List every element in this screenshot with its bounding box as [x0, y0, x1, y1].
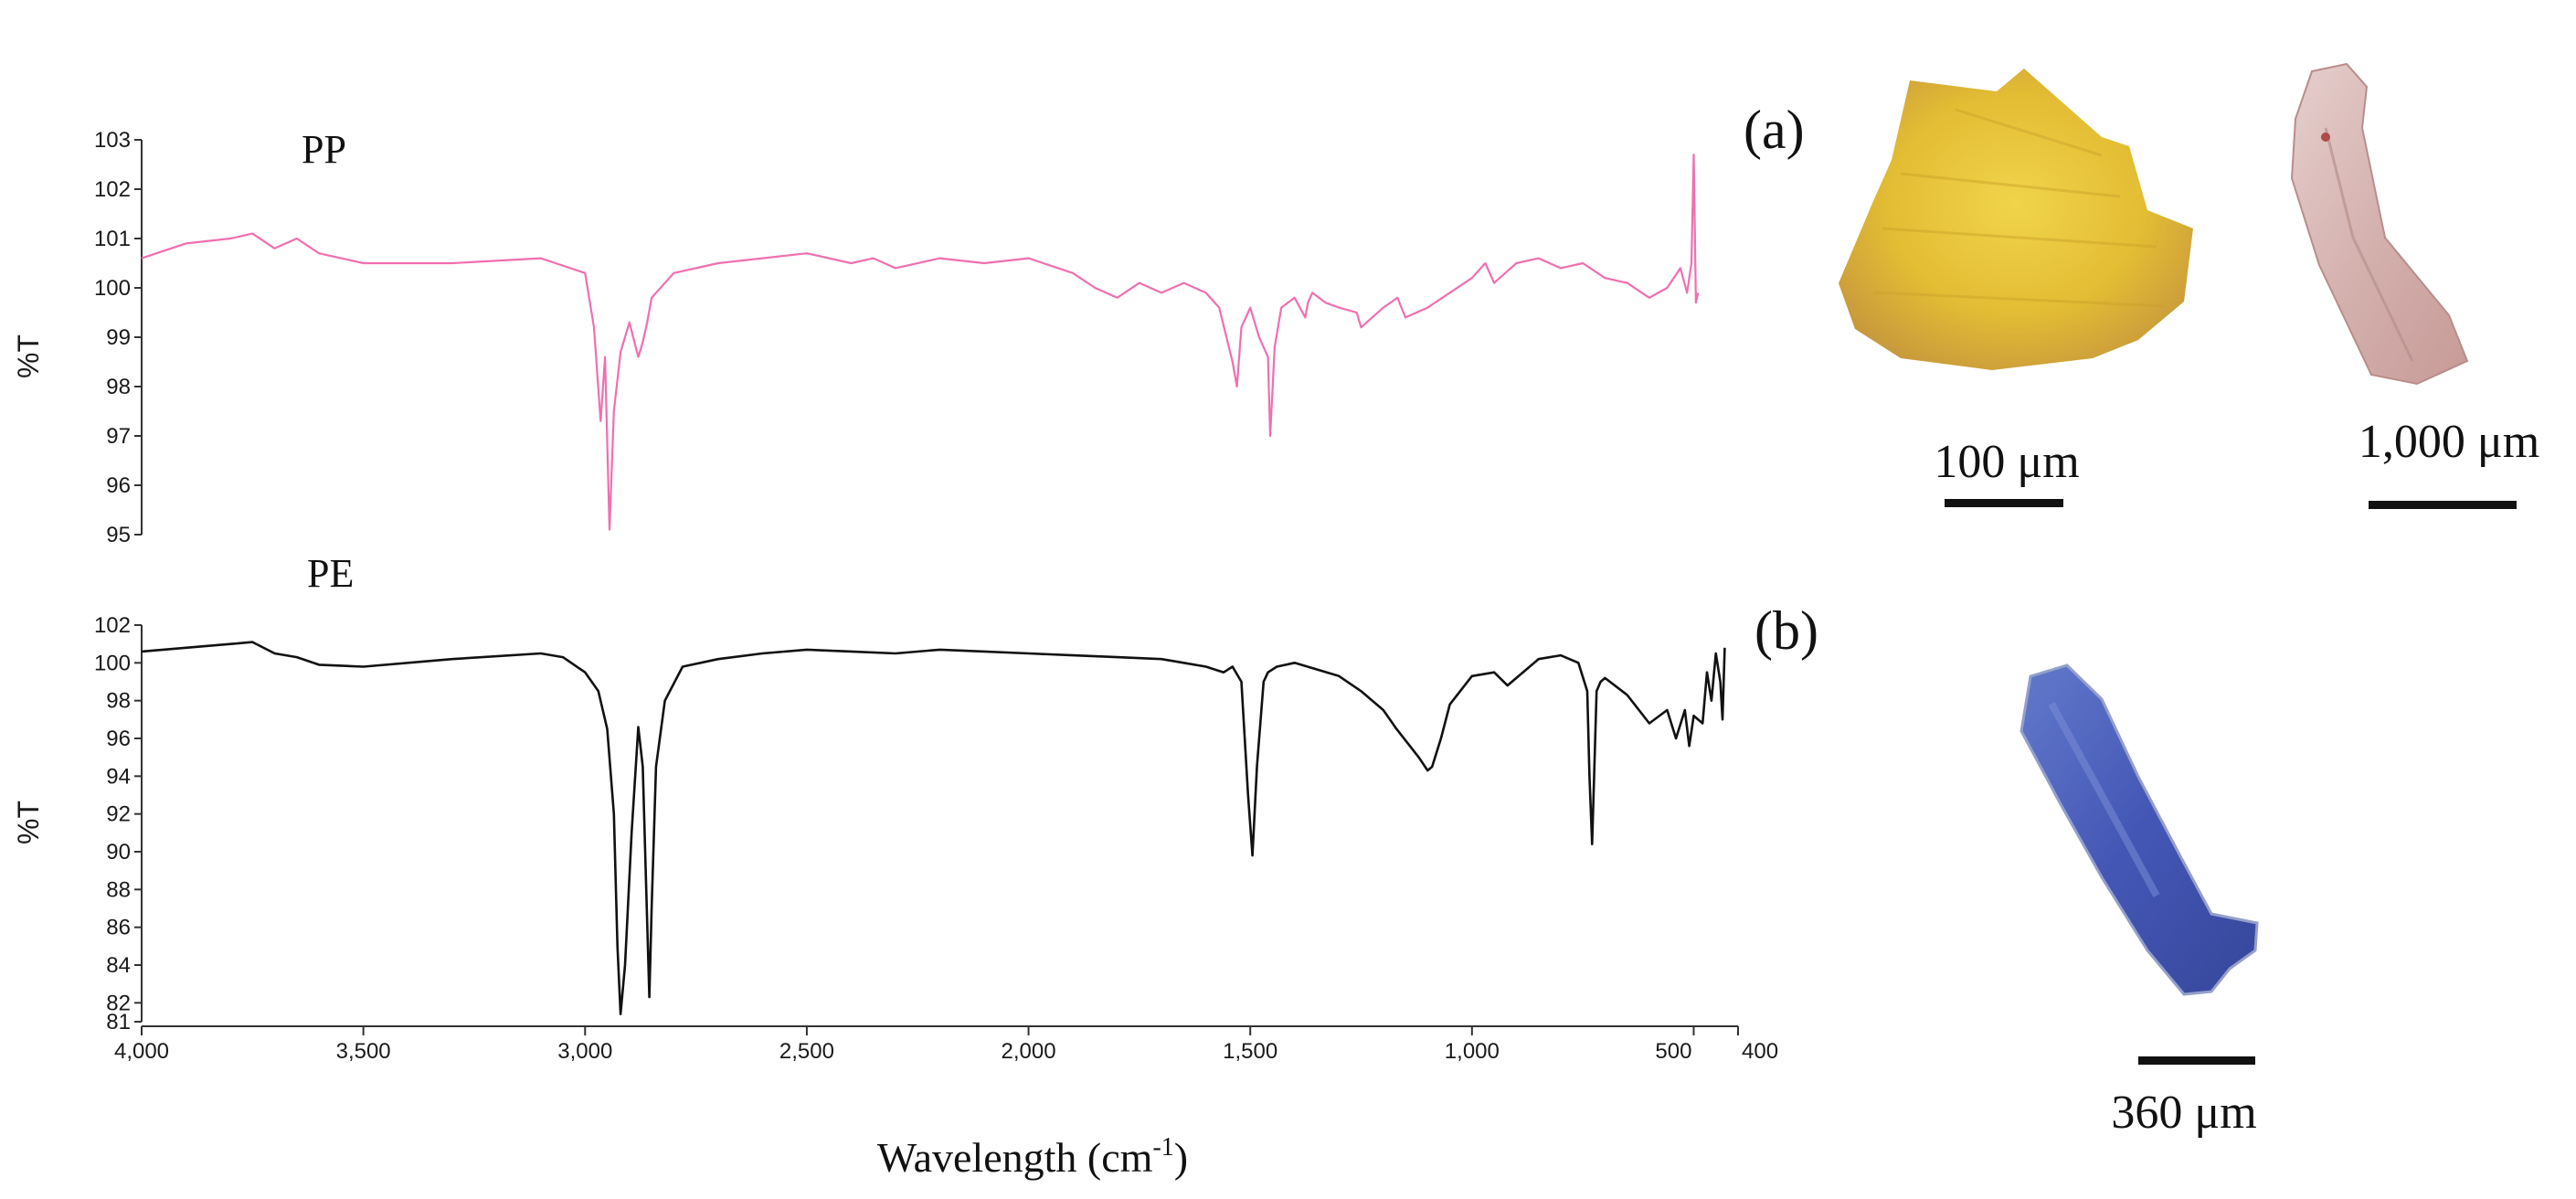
pe-y-tick-label: 92	[106, 802, 131, 827]
pe-y-tick-label: 82	[106, 991, 131, 1015]
pe-y-tick-label: 100	[94, 651, 131, 675]
pe-y-tick-label: 90	[106, 840, 131, 865]
pe-x-tick-label: 4,000	[114, 1039, 169, 1064]
pe-x-tick-label: 3,500	[336, 1039, 391, 1064]
pp-spectrum-title: PP	[302, 127, 346, 172]
pe-x-tick-label: 2,000	[1002, 1039, 1056, 1064]
x-axis-title-close: )	[1174, 1134, 1188, 1181]
pe-x-tick-label: 2,500	[779, 1039, 834, 1064]
pe-y-tick-label: 96	[106, 727, 131, 751]
pp-y-tick-label: 102	[94, 177, 131, 202]
pp-pink-fiber-shape	[2290, 62, 2469, 386]
pe-spectrum-title: PE	[307, 551, 354, 596]
pe-x-tick-label: 400	[1742, 1039, 1778, 1064]
pp-yellow-fragment-photo	[1839, 69, 2193, 370]
pp-yellow-fragment-texture	[1872, 108, 2167, 308]
pe-x-tick-label: 500	[1655, 1039, 1691, 1064]
x-axis-title: Wavelength (cm-1)	[877, 1133, 1188, 1181]
pp-y-tick-label: 100	[94, 276, 131, 301]
pe-y-axis-label: %T	[12, 801, 45, 844]
pp-y-tick-label: 103	[94, 128, 131, 153]
pp-y-axis-label: %T	[12, 334, 45, 378]
pp-y-ticks: 95 96 97 98 99 100 101 102 103	[94, 128, 143, 547]
pe-x-tick-label: 1,000	[1445, 1039, 1500, 1064]
pe-y-tick-label: 88	[106, 877, 131, 902]
pe-y-tick-label: 98	[106, 689, 131, 714]
x-axis-title-superscript: -1	[1152, 1133, 1173, 1162]
pe-y-tick-label: 81	[106, 1010, 131, 1035]
pp-spectrum-line	[141, 154, 1700, 531]
pp-yellow-fragment-shape	[1839, 69, 2193, 370]
pp-y-tick-label: 96	[106, 473, 131, 498]
pp-y-tick-label: 98	[106, 375, 131, 399]
pe-y-tick-label: 84	[106, 953, 131, 978]
pe-blue-fiber-highlight	[2048, 702, 2160, 897]
scale-label-pp-yellow: 100 μm	[1934, 436, 2079, 488]
pp-spectrum-panel: PP %T 95 96 97 98 99 100 101 102 103	[12, 127, 1700, 547]
x-axis-title-text: Wavelength (cm	[877, 1134, 1153, 1181]
pe-x-tick-label: 3,000	[557, 1039, 612, 1064]
pe-x-tick-label: 1,500	[1223, 1039, 1277, 1064]
pe-spectrum-line	[141, 641, 1726, 1015]
pp-y-tick-label: 97	[106, 424, 131, 449]
scale-bar-pp-yellow	[1945, 499, 2063, 507]
panel-label-b: (b)	[1754, 600, 1818, 661]
pp-pink-fiber-photo	[2290, 62, 2469, 386]
scale-label-pe-blue: 360 μm	[2111, 1087, 2256, 1139]
pp-y-tick-label: 95	[106, 523, 131, 547]
pe-blue-fiber-photo	[2019, 663, 2259, 996]
pp-y-tick-label: 99	[106, 325, 131, 350]
pp-pink-fiber-seam	[2324, 127, 2414, 362]
scale-bar-pp-pink	[2369, 501, 2517, 509]
scale-bar-pe-blue	[2138, 1056, 2255, 1065]
panel-label-a: (a)	[1744, 100, 1805, 160]
scale-label-pp-pink: 1,000 μm	[2359, 416, 2539, 468]
pe-x-ticks: 4,000 3,500 3,000 2,500 2,000 1,500 1,000 500 40…	[114, 1026, 1778, 1064]
pe-y-tick-label: 102	[94, 613, 131, 638]
pe-blue-fiber-shape	[2019, 663, 2259, 996]
pp-pink-fiber-dot	[2321, 133, 2330, 142]
pp-y-tick-label: 101	[94, 227, 131, 251]
pe-y-tick-label: 94	[106, 764, 131, 789]
pe-y-tick-label: 86	[106, 916, 131, 940]
